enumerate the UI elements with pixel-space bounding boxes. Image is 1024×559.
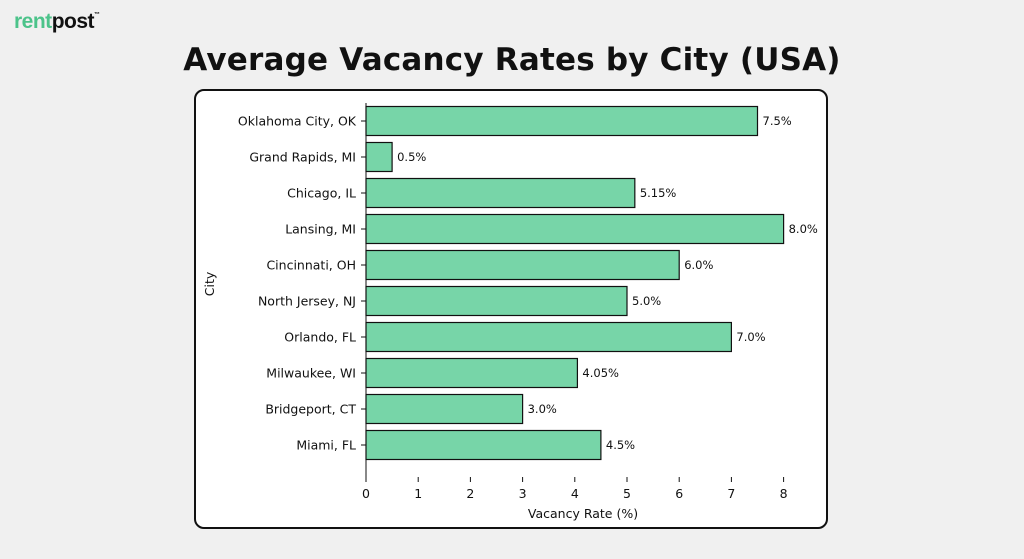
data-label-6: 7.0% bbox=[736, 330, 765, 344]
logo-rent: rent bbox=[14, 10, 52, 33]
data-label-2: 5.15% bbox=[640, 186, 677, 200]
data-label-7: 4.05% bbox=[582, 366, 619, 380]
bar-2 bbox=[365, 177, 636, 209]
y-tick-label-0: Oklahoma City, OK bbox=[238, 114, 357, 129]
bar-1 bbox=[365, 141, 393, 173]
y-tick-label-4: Cincinnati, OH bbox=[266, 258, 356, 273]
x-tick-label-7: 7 bbox=[727, 486, 735, 501]
x-tick-label-6: 6 bbox=[675, 486, 683, 501]
x-tick-label-2: 2 bbox=[466, 486, 474, 501]
y-tick-label-7: Milwaukee, WI bbox=[266, 366, 356, 381]
bar-9 bbox=[365, 429, 602, 461]
y-tick-label-8: Bridgeport, CT bbox=[265, 402, 356, 417]
y-tick-label-9: Miami, FL bbox=[296, 438, 356, 453]
bar-0 bbox=[365, 105, 759, 137]
bar-8 bbox=[365, 393, 524, 425]
y-tick-label-2: Chicago, IL bbox=[287, 186, 356, 201]
data-label-5: 5.0% bbox=[632, 294, 661, 308]
data-label-1: 0.5% bbox=[397, 150, 426, 164]
logo-trademark: ™ bbox=[94, 12, 100, 18]
x-tick-label-0: 0 bbox=[362, 486, 370, 501]
data-label-4: 6.0% bbox=[684, 258, 713, 272]
x-tick-label-1: 1 bbox=[414, 486, 422, 501]
y-tick-label-5: North Jersey, NJ bbox=[258, 294, 356, 309]
data-label-3: 8.0% bbox=[789, 222, 818, 236]
bar-7 bbox=[365, 357, 579, 389]
bar-3 bbox=[365, 213, 785, 245]
x-axis-label: Vacancy Rate (%) bbox=[528, 506, 638, 521]
y-tick-label-6: Orlando, FL bbox=[284, 330, 356, 345]
x-tick-label-8: 8 bbox=[780, 486, 788, 501]
x-tick-label-4: 4 bbox=[571, 486, 579, 501]
data-label-0: 7.5% bbox=[763, 114, 792, 128]
rentpost-logo: rentpost™ bbox=[14, 10, 100, 34]
y-tick-label-1: Grand Rapids, MI bbox=[249, 150, 356, 165]
data-label-8: 3.0% bbox=[528, 402, 557, 416]
x-tick-label-3: 3 bbox=[519, 486, 527, 501]
bar-5 bbox=[365, 285, 628, 317]
y-axis-label: City bbox=[202, 271, 217, 296]
y-tick-label-3: Lansing, MI bbox=[285, 222, 356, 237]
x-tick-label-5: 5 bbox=[623, 486, 631, 501]
bar-6 bbox=[365, 321, 732, 353]
data-label-9: 4.5% bbox=[606, 438, 635, 452]
bar-4 bbox=[365, 249, 680, 281]
chart-title: Average Vacancy Rates by City (USA) bbox=[183, 42, 841, 78]
logo-post: post bbox=[51, 10, 95, 33]
